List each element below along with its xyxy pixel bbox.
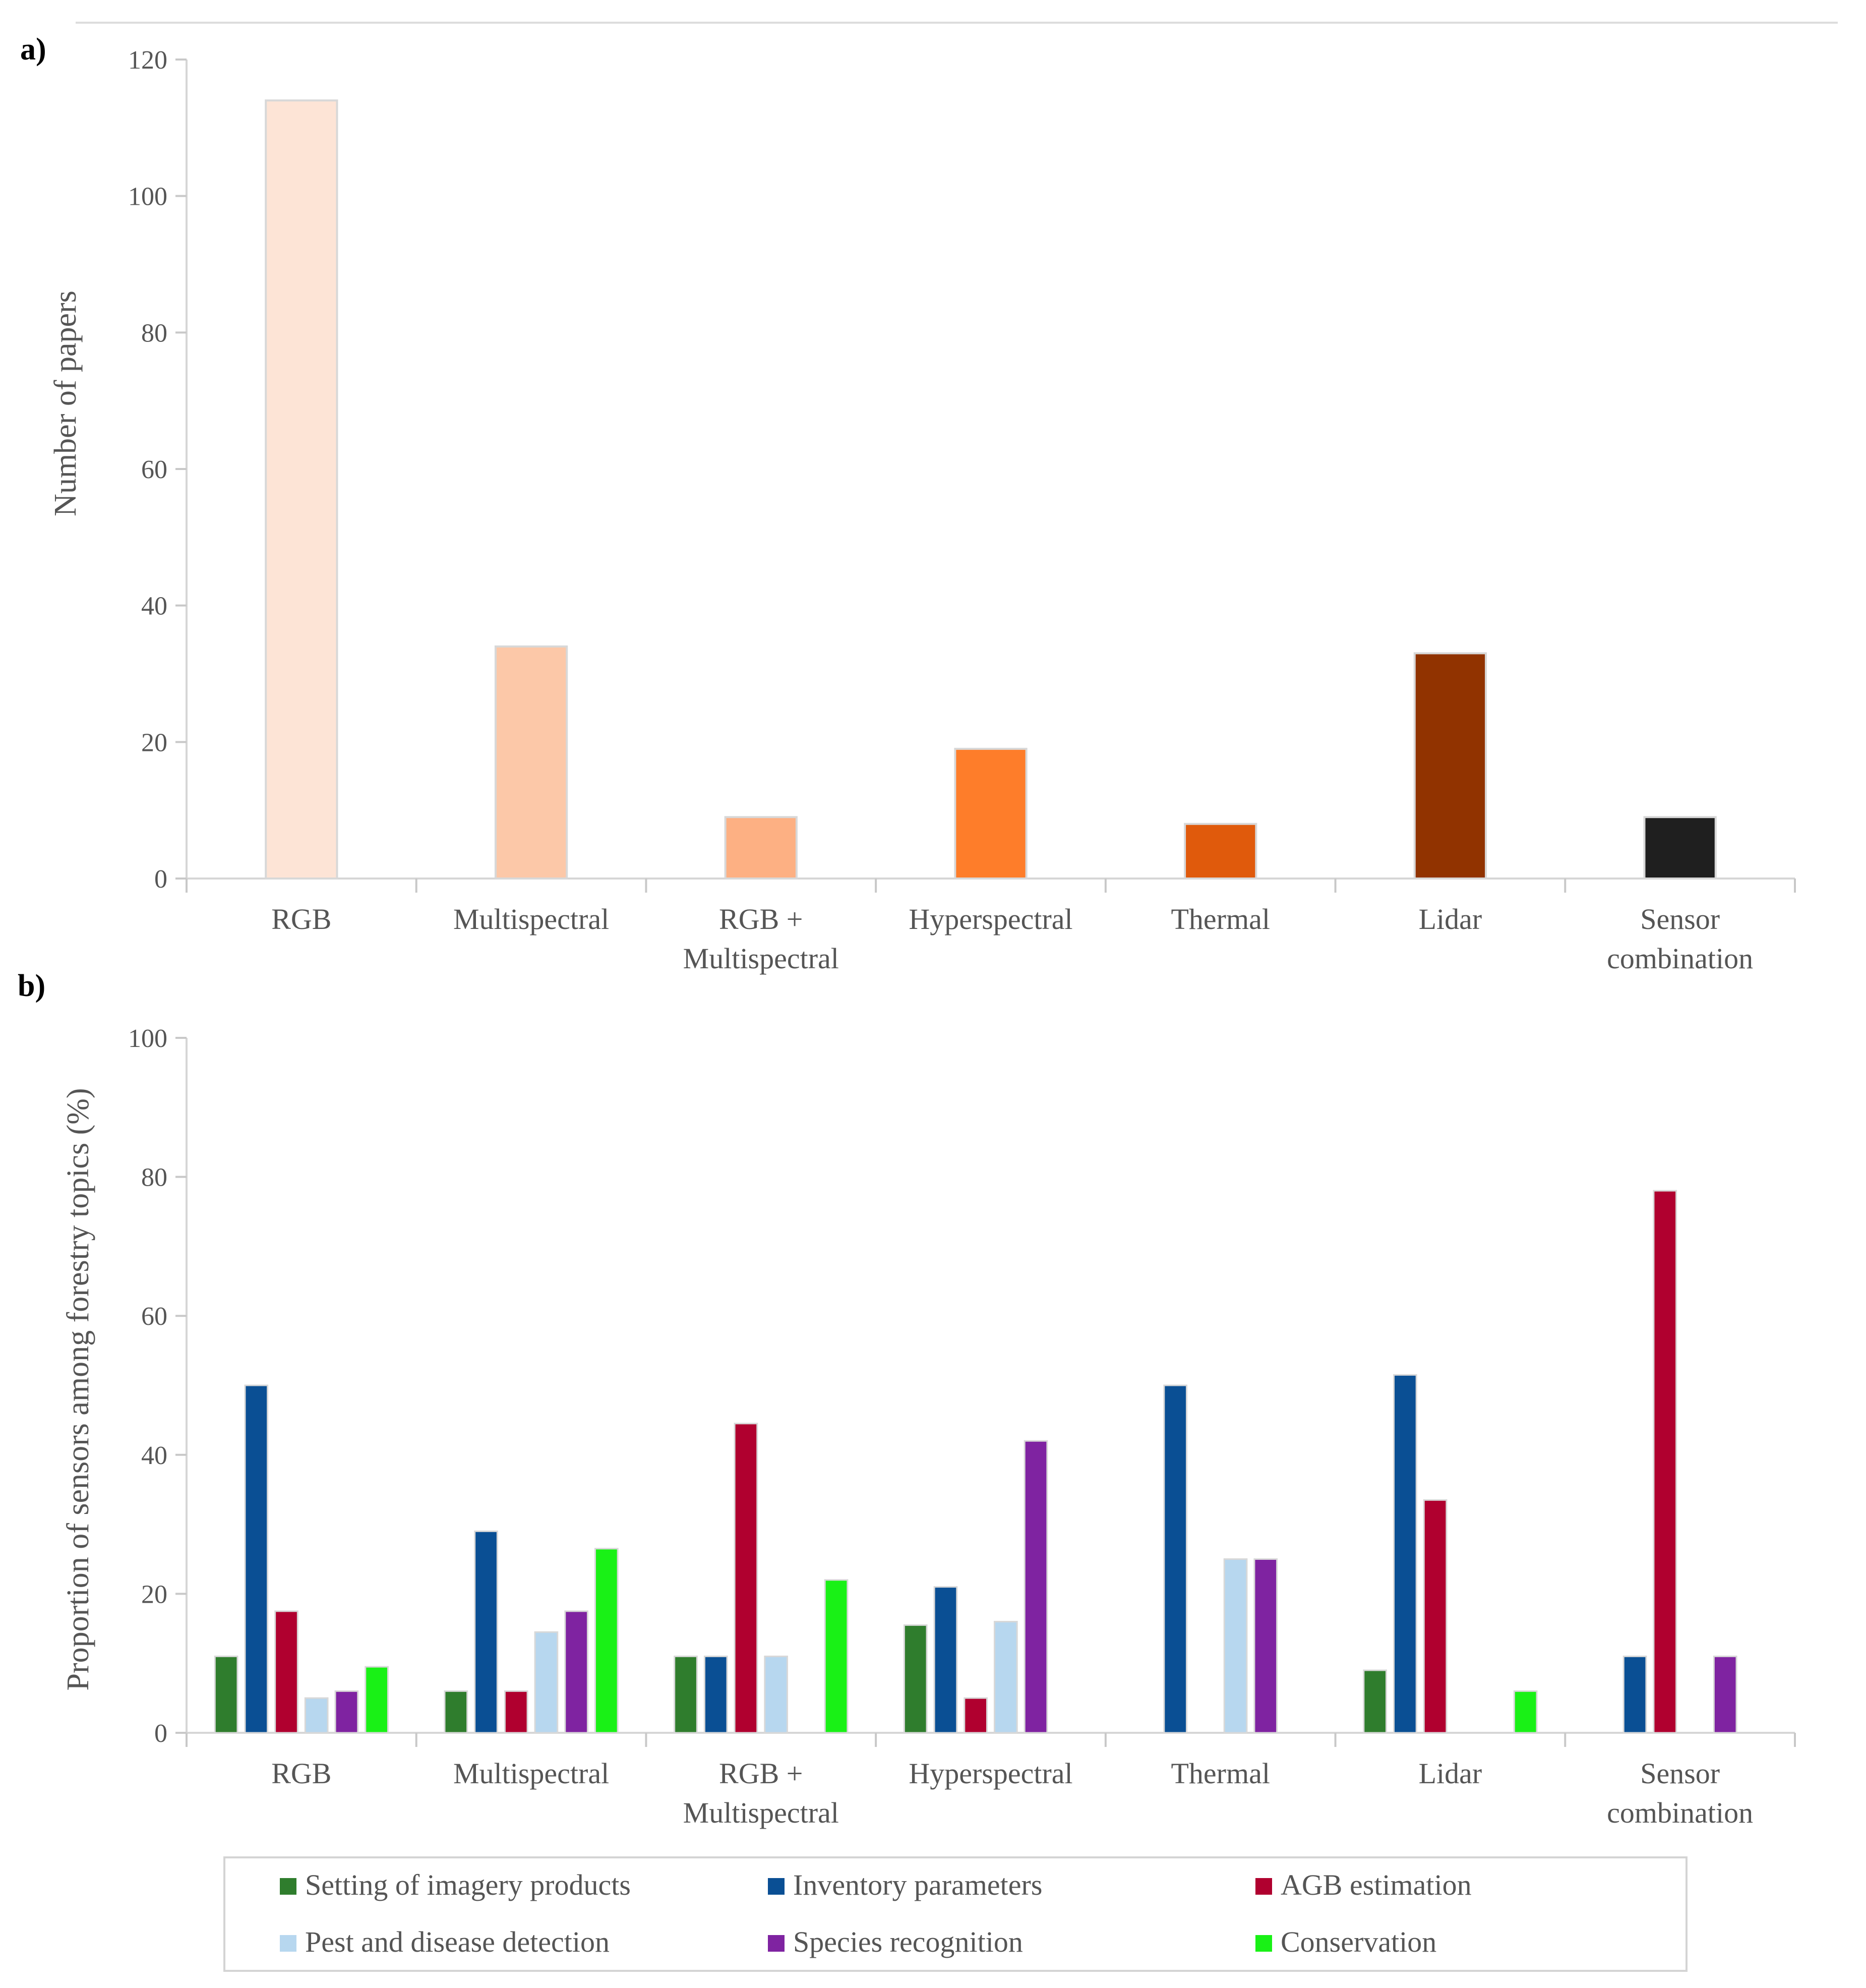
panel-a-y-tick-label: 40 <box>141 592 167 621</box>
panel-b: b) Proportion of sensors among forestry … <box>18 969 1796 1829</box>
panel-b-bar <box>334 1690 359 1734</box>
panel-b-y-tick-label: 20 <box>141 1580 167 1609</box>
panel-b-bar <box>824 1579 849 1734</box>
panel-b-ylabel: Proportion of sensors among forestry top… <box>61 1088 95 1690</box>
panel-b-bar <box>1163 1384 1187 1734</box>
panel-b-bar <box>444 1690 468 1734</box>
panel-a-category-label: RGB + Multispectral <box>683 903 839 975</box>
panel-a-bar <box>954 747 1028 880</box>
panel-a: a) Number of papers 0 20 40 60 80 100 120 RGB Mu… <box>20 32 1796 975</box>
panel-a-category-label: Thermal <box>1171 903 1270 935</box>
panel-a-category-label: Lidar <box>1419 903 1482 935</box>
panel-b-bar <box>474 1530 498 1734</box>
panel-b-y-tick-label: 100 <box>128 1024 167 1053</box>
panel-b-category-label: Multispectral <box>453 1757 609 1790</box>
panel-b-bar <box>1423 1499 1448 1734</box>
panel-b-bar <box>764 1655 788 1734</box>
panel-a-y-tick-label: 0 <box>154 865 167 894</box>
panel-b-bar <box>1622 1655 1647 1734</box>
panel-b-bar <box>564 1610 588 1734</box>
legend-entry-label: Species recognition <box>793 1925 1023 1958</box>
panel-b-category-label: RGB <box>271 1757 331 1790</box>
panel-a-y-tick-label: 20 <box>141 728 167 757</box>
panel-b-bar <box>1393 1374 1417 1734</box>
panel-b-bar <box>1713 1655 1737 1734</box>
panel-b-bar <box>1253 1558 1278 1734</box>
panel-b-category-label: Thermal <box>1171 1757 1270 1790</box>
panel-a-bar <box>1413 652 1487 880</box>
panel-a-y-tick-label: 80 <box>141 319 167 347</box>
panel-b-bar <box>903 1624 928 1734</box>
legend-swatch <box>768 1878 785 1895</box>
panel-b-bar <box>674 1655 698 1734</box>
panel-b-bar <box>964 1697 988 1734</box>
panel-a-category-label: RGB <box>271 903 331 935</box>
panel-b-category-label: RGB + Multispectral <box>683 1757 839 1829</box>
panel-b-bar <box>1024 1440 1048 1734</box>
legend-entry-label: Pest and disease detection <box>305 1925 610 1958</box>
panel-b-bar <box>534 1631 559 1734</box>
panel-b-bar <box>594 1548 619 1734</box>
panel-b-bar <box>244 1384 269 1734</box>
panel-b-y-tick-label: 80 <box>141 1163 167 1192</box>
panel-b-bar <box>504 1690 528 1734</box>
panel-b-bar <box>734 1423 758 1734</box>
panel-b-category-label: Hyperspectral <box>909 1757 1072 1790</box>
legend-entry-label: Setting of imagery products <box>305 1868 631 1901</box>
panel-a-label: a) <box>20 32 46 67</box>
panel-b-bar <box>1653 1190 1677 1734</box>
legend-swatch <box>280 1878 296 1895</box>
legend-swatch <box>768 1935 785 1952</box>
panel-a-bar <box>265 99 338 880</box>
legend-swatch <box>1255 1935 1272 1952</box>
panel-b-bar <box>365 1666 389 1734</box>
panel-a-category-label: Hyperspectral <box>909 903 1072 935</box>
panel-a-bar <box>494 645 568 880</box>
panel-a-ylabel: Number of papers <box>48 290 83 516</box>
legend-entry-label: Inventory parameters <box>793 1868 1042 1901</box>
legend: Setting of imagery products Inventory par… <box>223 1856 1688 1972</box>
panel-b-category-label: Lidar <box>1419 1757 1482 1790</box>
panel-b-bar <box>274 1610 298 1734</box>
panel-b-bar <box>304 1697 329 1734</box>
panel-b-bar <box>703 1655 728 1734</box>
legend-frame <box>223 1856 1688 1972</box>
panel-a-category-label: Multispectral <box>453 903 609 935</box>
panel-a-bar <box>724 816 798 880</box>
legend-swatch <box>1255 1878 1272 1895</box>
panel-b-y-tick-label: 0 <box>154 1719 167 1748</box>
panel-b-y-tick-label: 40 <box>141 1441 167 1470</box>
panel-a-y-tick-label: 120 <box>128 46 167 75</box>
panel-b-bar <box>1513 1690 1538 1734</box>
legend-swatch <box>280 1935 296 1952</box>
panel-b-bar <box>994 1621 1018 1734</box>
panel-b-bar <box>933 1586 958 1734</box>
panel-b-bar <box>1223 1558 1248 1734</box>
panel-b-bar <box>214 1655 238 1734</box>
legend-entry-label: AGB estimation <box>1281 1868 1472 1901</box>
panel-b-label: b) <box>18 969 45 1003</box>
panel-a-bar <box>1184 823 1257 880</box>
panel-b-category-label: Sensor combination <box>1607 1757 1753 1829</box>
panel-a-bar <box>1643 816 1717 880</box>
panel-a-category-label: Sensor combination <box>1607 903 1753 975</box>
panel-b-bar <box>1363 1669 1388 1734</box>
panel-b-y-tick-label: 60 <box>141 1302 167 1331</box>
panel-a-y-tick-label: 100 <box>128 183 167 211</box>
panel-a-y-tick-label: 60 <box>141 455 167 484</box>
legend-entry-label: Conservation <box>1281 1925 1436 1958</box>
